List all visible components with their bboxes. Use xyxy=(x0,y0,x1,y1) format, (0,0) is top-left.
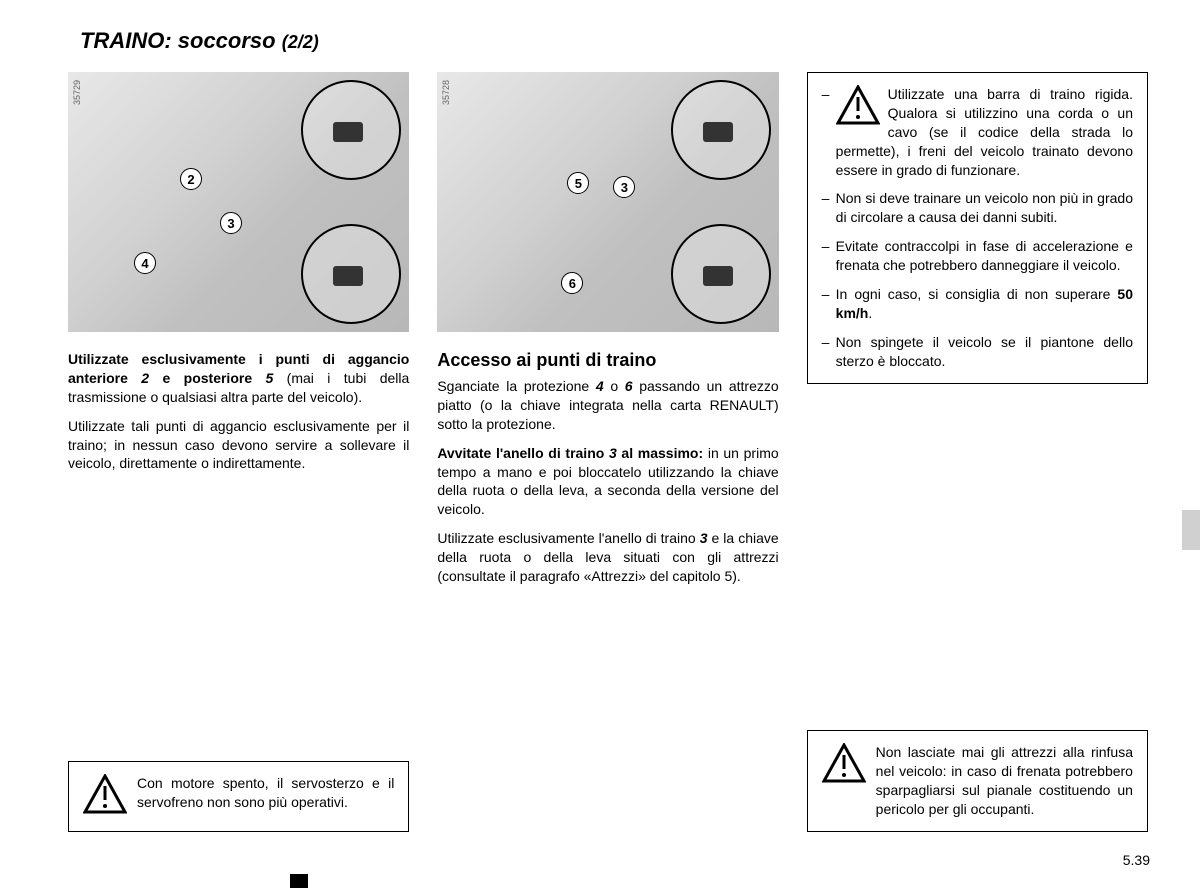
warning-icon xyxy=(822,743,866,819)
callout-number: 2 xyxy=(180,168,202,190)
warning-box-engine-off: Con motore spento, il servosterzo e il s… xyxy=(68,761,409,832)
content-columns: 35729 2 3 4 Utilizzate esclusivamente i … xyxy=(68,72,1148,832)
warning-list: Utilizzate una barra di traino rigida. Q… xyxy=(822,85,1133,371)
figure-rear-tow: 35728 5 3 6 xyxy=(437,72,778,332)
warning-box-tools: Non lasciate mai gli attrezzi alla rinfu… xyxy=(807,730,1148,832)
warning-text: Con motore spento, il servosterzo e il s… xyxy=(137,774,394,819)
warning-icon xyxy=(83,774,127,819)
detail-circle-icon xyxy=(671,224,771,324)
callout-number: 4 xyxy=(134,252,156,274)
warning-list-item: Evitate contraccolpi in fase di accelera… xyxy=(822,237,1133,275)
figure-front-tow: 35729 2 3 4 xyxy=(68,72,409,332)
figure-code: 35729 xyxy=(72,80,82,105)
column-3: Utilizzate una barra di traino rigida. Q… xyxy=(807,72,1148,832)
column-2: 35728 5 3 6 Accesso ai punti di traino S… xyxy=(437,72,778,832)
detail-circle-icon xyxy=(301,80,401,180)
section-heading: Accesso ai punti di traino xyxy=(437,350,778,371)
figure-code: 35728 xyxy=(441,80,451,105)
body-paragraph: Utilizzate esclusivamente i punti di agg… xyxy=(68,350,409,407)
title-sub: (2/2) xyxy=(282,32,319,52)
detail-circle-icon xyxy=(671,80,771,180)
detail-circle-icon xyxy=(301,224,401,324)
column-1: 35729 2 3 4 Utilizzate esclusivamente i … xyxy=(68,72,409,832)
warning-list-item: In ogni caso, si consiglia di non supera… xyxy=(822,285,1133,323)
warning-list-item: Utilizzate una barra di traino rigida. Q… xyxy=(822,85,1133,179)
title-main: TRAINO: soccorso xyxy=(80,28,276,53)
section-tab xyxy=(1182,510,1200,550)
warning-icon xyxy=(836,85,880,125)
page-number: 5.39 xyxy=(1123,852,1150,868)
tow-ring-icon xyxy=(703,266,733,286)
callout-number: 3 xyxy=(220,212,242,234)
page-title: TRAINO: soccorso (2/2) xyxy=(80,28,319,54)
callout-number: 3 xyxy=(613,176,635,198)
tow-ring-icon xyxy=(333,122,363,142)
crop-mark-icon xyxy=(290,874,308,888)
body-paragraph: Utilizzate esclusivamente l'anello di tr… xyxy=(437,529,778,586)
tow-ring-icon xyxy=(333,266,363,286)
tow-ring-icon xyxy=(703,122,733,142)
body-paragraph: Avvitate l'anello di traino 3 al massimo… xyxy=(437,444,778,520)
warning-list-item: Non spingete il veicolo se il piantone d… xyxy=(822,333,1133,371)
callout-number: 5 xyxy=(567,172,589,194)
callout-number: 6 xyxy=(561,272,583,294)
warning-list-item: Non si deve trainare un veicolo non più … xyxy=(822,189,1133,227)
warning-box-towing-rules: Utilizzate una barra di traino rigida. Q… xyxy=(807,72,1148,384)
body-paragraph: Sganciate la protezione 4 o 6 passando u… xyxy=(437,377,778,434)
warning-text: Non lasciate mai gli attrezzi alla rinfu… xyxy=(876,743,1133,819)
body-paragraph: Utilizzate tali punti di aggancio esclus… xyxy=(68,417,409,474)
